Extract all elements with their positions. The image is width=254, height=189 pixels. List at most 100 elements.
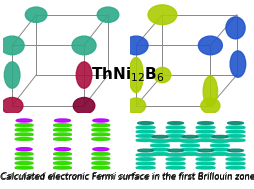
Ellipse shape [15, 162, 33, 164]
Ellipse shape [166, 162, 184, 165]
Ellipse shape [165, 167, 184, 168]
Ellipse shape [124, 36, 147, 55]
Ellipse shape [53, 125, 71, 126]
Ellipse shape [150, 149, 169, 150]
Ellipse shape [53, 167, 71, 169]
Ellipse shape [150, 144, 169, 147]
Ellipse shape [15, 133, 33, 136]
Text: ThNi$_{12}$B$_6$: ThNi$_{12}$B$_6$ [90, 65, 164, 84]
Ellipse shape [165, 127, 184, 128]
Ellipse shape [197, 149, 213, 152]
Ellipse shape [197, 122, 213, 124]
Ellipse shape [180, 154, 199, 155]
Ellipse shape [92, 148, 108, 151]
Ellipse shape [92, 128, 109, 131]
Ellipse shape [0, 36, 24, 55]
Text: Calculated electronic Fermi surface in the first Brillouin zone: Calculated electronic Fermi surface in t… [0, 173, 254, 182]
Ellipse shape [136, 155, 154, 156]
Ellipse shape [165, 155, 184, 156]
Ellipse shape [166, 135, 184, 137]
Ellipse shape [53, 154, 71, 155]
Ellipse shape [150, 145, 169, 146]
Ellipse shape [202, 76, 217, 107]
Ellipse shape [195, 139, 214, 142]
Ellipse shape [91, 158, 109, 159]
Ellipse shape [53, 158, 71, 159]
Ellipse shape [166, 126, 184, 129]
Ellipse shape [92, 157, 109, 160]
Ellipse shape [195, 136, 214, 137]
Ellipse shape [165, 159, 184, 160]
Ellipse shape [166, 158, 184, 160]
Ellipse shape [210, 154, 229, 155]
Ellipse shape [167, 122, 183, 124]
Ellipse shape [167, 149, 183, 152]
Ellipse shape [150, 154, 169, 155]
Ellipse shape [225, 126, 244, 129]
Ellipse shape [137, 149, 153, 152]
Ellipse shape [195, 159, 214, 160]
Ellipse shape [225, 140, 244, 141]
Ellipse shape [225, 163, 244, 164]
Ellipse shape [195, 126, 214, 129]
Ellipse shape [225, 158, 244, 160]
Ellipse shape [198, 36, 221, 55]
Ellipse shape [92, 133, 109, 136]
Ellipse shape [15, 128, 33, 131]
Ellipse shape [136, 162, 154, 165]
Ellipse shape [136, 140, 154, 141]
Ellipse shape [126, 98, 145, 113]
Ellipse shape [53, 166, 71, 169]
Ellipse shape [225, 155, 244, 156]
Ellipse shape [225, 17, 244, 39]
Ellipse shape [211, 136, 227, 138]
Ellipse shape [180, 148, 199, 151]
Ellipse shape [1, 98, 23, 114]
Ellipse shape [4, 62, 20, 88]
Ellipse shape [195, 158, 214, 160]
Ellipse shape [195, 167, 214, 168]
Ellipse shape [210, 148, 228, 151]
Text: Calculated electronic Fermi surface in the first Brillouin zone: Calculated electronic Fermi surface in t… [1, 172, 253, 181]
Ellipse shape [53, 157, 71, 160]
Ellipse shape [53, 163, 71, 164]
Ellipse shape [15, 154, 33, 155]
Ellipse shape [225, 139, 244, 142]
Ellipse shape [53, 139, 71, 140]
Ellipse shape [53, 124, 71, 126]
Ellipse shape [180, 153, 199, 155]
Ellipse shape [15, 167, 33, 169]
Ellipse shape [15, 138, 33, 140]
Ellipse shape [91, 167, 109, 169]
Ellipse shape [195, 162, 214, 165]
Ellipse shape [91, 154, 109, 155]
Ellipse shape [15, 152, 33, 155]
Ellipse shape [92, 138, 109, 140]
Ellipse shape [92, 119, 108, 122]
Ellipse shape [136, 130, 154, 133]
Ellipse shape [53, 152, 71, 155]
Ellipse shape [180, 145, 199, 146]
Ellipse shape [15, 130, 33, 131]
Ellipse shape [15, 134, 33, 135]
Ellipse shape [136, 159, 154, 160]
Ellipse shape [136, 158, 154, 160]
Ellipse shape [136, 163, 154, 164]
Ellipse shape [210, 153, 228, 155]
Ellipse shape [76, 62, 91, 88]
Ellipse shape [72, 36, 96, 55]
Ellipse shape [150, 148, 169, 151]
Ellipse shape [225, 167, 244, 168]
Ellipse shape [195, 130, 214, 133]
Ellipse shape [210, 140, 228, 142]
Ellipse shape [136, 127, 154, 128]
Ellipse shape [200, 98, 219, 113]
Ellipse shape [227, 149, 243, 152]
Ellipse shape [195, 127, 214, 128]
Ellipse shape [16, 148, 32, 151]
Ellipse shape [137, 122, 153, 124]
Ellipse shape [136, 135, 154, 137]
Ellipse shape [136, 167, 154, 168]
Ellipse shape [92, 162, 109, 164]
Ellipse shape [53, 128, 71, 131]
